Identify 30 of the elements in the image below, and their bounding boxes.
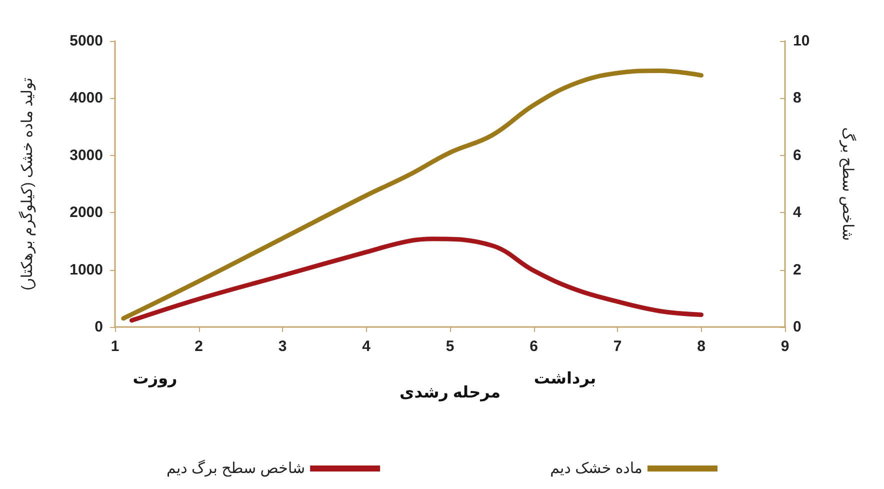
x-tick-label: 8: [697, 338, 706, 355]
y2-tick-label: 8: [793, 90, 802, 107]
y2-tick-label: 2: [793, 261, 802, 278]
x-tick-label: 2: [194, 338, 203, 355]
x-axis-title: مرحله رشدی: [400, 384, 500, 402]
y2-tick-label: 6: [793, 146, 802, 164]
y-tick-label: 5000: [70, 32, 103, 50]
legend-label: ماده خشک دیم: [550, 460, 642, 477]
y2-axis-title: شاخص سطح برگ: [839, 127, 857, 241]
y2-tick-label: 10: [793, 32, 810, 50]
text: روزت: [132, 370, 178, 388]
y-tick-label: 2000: [70, 204, 103, 222]
line-series: [130, 236, 704, 323]
legend-label: شاخص سطح برگ دیم: [166, 459, 306, 477]
y-axis-title: تولید ماده خشک (کیلوگرم برهکتار): [18, 78, 36, 290]
x-tick-label: 1: [110, 338, 120, 355]
y-tick-label: 4000: [70, 90, 103, 107]
y-tick-label: 3000: [70, 146, 103, 164]
x-tick-label: 5: [446, 338, 454, 355]
y-tick-label: 0: [94, 318, 103, 336]
line-series: [121, 68, 704, 321]
y2-tick-label: 0: [793, 318, 802, 336]
x-tick-label: 6: [530, 338, 538, 355]
x-tick-label: 3: [278, 338, 287, 355]
y2-tick-label: 4: [793, 204, 802, 222]
x-tick-label: 4: [362, 338, 372, 355]
x-tick-label: 9: [780, 338, 790, 355]
y-tick-label: 1000: [70, 261, 103, 278]
x-tick-label: 7: [613, 338, 622, 355]
text: برداشت: [534, 370, 596, 388]
